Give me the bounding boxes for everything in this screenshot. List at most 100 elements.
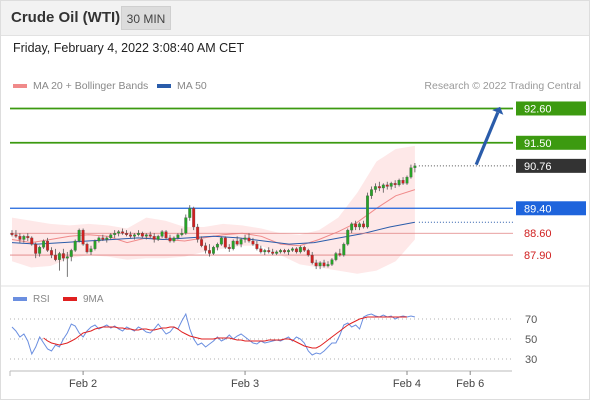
timeframe-button[interactable]: 30 MIN	[121, 6, 171, 30]
candle-body	[231, 240, 235, 249]
candle-body	[57, 253, 61, 260]
candle-body	[290, 248, 294, 251]
candle-body	[318, 262, 322, 267]
candle-body	[109, 234, 113, 239]
candle-body	[405, 176, 409, 184]
candle-body	[14, 234, 18, 237]
candle-body	[263, 250, 267, 253]
candle-body	[152, 236, 156, 240]
candle-body	[168, 237, 172, 242]
candle-body	[69, 250, 73, 257]
candle-body	[89, 248, 93, 253]
candle-body	[362, 223, 365, 228]
candle-body	[93, 240, 97, 249]
x-tick-label: Feb 6	[456, 378, 484, 390]
level-label-92.60: 92.60	[524, 103, 552, 115]
x-tick-label: Feb 4	[393, 378, 421, 390]
candle-body	[113, 233, 117, 235]
legend-item-9ma: 9MA	[63, 294, 104, 305]
forecast-arrow-head	[492, 106, 504, 115]
candle-body	[322, 262, 326, 267]
x-tick-label: Feb 2	[69, 378, 97, 390]
candle-body	[294, 248, 298, 253]
level-tag-91.50	[516, 135, 586, 150]
level-label-90.76: 90.76	[524, 161, 552, 173]
candle-body	[85, 243, 89, 253]
copyright-text: Research © 2022 Trading Central	[424, 80, 581, 92]
level-label-87.90: 87.90	[524, 250, 552, 262]
candle-body	[334, 253, 338, 260]
candle-body	[132, 234, 136, 237]
candle-body	[18, 236, 22, 240]
candle-body	[389, 183, 393, 187]
legend-item-ma50: MA 50	[157, 80, 207, 92]
candle-body	[160, 231, 164, 237]
candle-body	[10, 233, 14, 235]
candle-body	[184, 217, 188, 234]
candle-body	[314, 262, 318, 267]
candle-body	[46, 240, 49, 251]
candle-body	[306, 250, 310, 256]
candle-body	[136, 233, 140, 235]
candle-body	[38, 247, 42, 254]
rsi-series-9ma	[43, 316, 407, 349]
legend-item-bollinger: MA 20 + Bollinger Bands	[13, 80, 148, 92]
candle-body	[26, 236, 30, 239]
candle-body	[259, 248, 263, 253]
candle-body	[30, 237, 34, 245]
candle-body	[275, 251, 279, 254]
candle-body	[117, 231, 121, 234]
candle-body	[287, 250, 290, 253]
candle-body	[310, 254, 314, 263]
candle-body	[251, 240, 255, 245]
candle-body	[397, 180, 401, 186]
level-label-89.40: 89.40	[524, 203, 552, 215]
candle-body	[330, 259, 334, 265]
candle-body	[302, 247, 306, 251]
candle-body	[271, 251, 275, 254]
candle-body	[192, 208, 196, 228]
candle-body	[176, 234, 180, 239]
candle-body	[393, 183, 397, 186]
legend-swatch-9ma	[63, 297, 77, 302]
legend-swatch-ma50	[157, 84, 171, 89]
candle-body	[22, 236, 26, 240]
candle-body	[164, 231, 168, 239]
candle-body	[200, 239, 204, 246]
legend-swatch-rsi	[13, 297, 27, 302]
candle-body	[369, 189, 373, 196]
candle-body	[121, 231, 125, 234]
candle-body	[219, 237, 223, 245]
rsi-series-rsi	[11, 312, 416, 356]
level-tag-89.40	[516, 201, 586, 216]
candle-body	[140, 233, 144, 237]
level-tag-90.76	[516, 158, 586, 173]
bollinger-band-area	[12, 145, 415, 274]
candle-body	[54, 254, 57, 260]
forecast-arrow-shaft	[474, 111, 500, 166]
candle-body	[208, 250, 211, 254]
candle-body	[243, 237, 247, 240]
candle-body	[227, 247, 231, 249]
candle-body	[65, 256, 69, 259]
candle-body	[61, 253, 65, 259]
legend-label-rsi: RSI	[33, 294, 50, 305]
candle-body	[267, 250, 271, 253]
candle-body	[409, 167, 413, 178]
rsi-tick-label: 70	[525, 314, 537, 326]
candle-body	[377, 186, 381, 189]
candle-body	[381, 184, 385, 189]
chart-timestamp: Friday, February 4, 2022 3:08:40 AM CET	[13, 41, 245, 55]
rsi-tick-label: 50	[525, 334, 537, 346]
candle-body	[172, 237, 176, 242]
candle-body	[77, 229, 81, 242]
legend-swatch-bollinger	[13, 84, 27, 89]
candle-body	[148, 234, 152, 237]
candle-body	[188, 208, 192, 218]
candle-body	[358, 223, 362, 228]
candle-body	[346, 229, 350, 245]
candle-body	[50, 250, 53, 256]
candle-body	[81, 229, 85, 245]
candle-body	[73, 240, 77, 251]
